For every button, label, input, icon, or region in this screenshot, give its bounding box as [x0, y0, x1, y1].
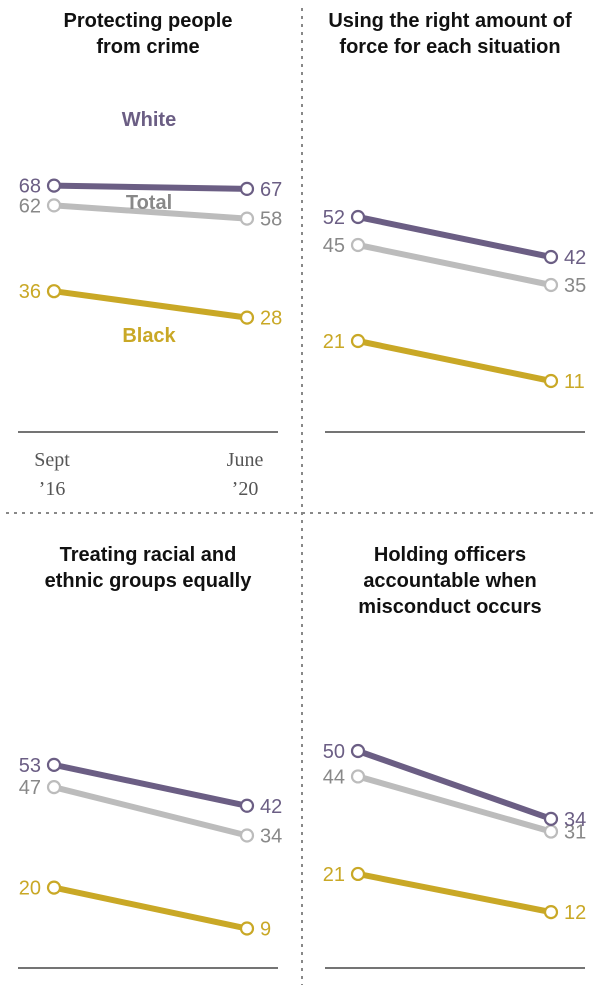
data-label-black: 12 [564, 902, 586, 924]
point-white [239, 798, 255, 813]
point-white [46, 757, 62, 772]
point-black [239, 921, 255, 936]
data-label-total: 35 [564, 275, 586, 297]
data-label-black: 36 [19, 281, 41, 303]
point-black [46, 880, 62, 895]
data-label-total: 45 [323, 235, 345, 257]
data-label-white: 50 [323, 741, 345, 763]
point-black [239, 310, 255, 325]
panel-2: Using the right amount of force for each … [323, 10, 586, 433]
data-label-total: 58 [260, 209, 282, 231]
series-line-total [53, 784, 248, 839]
point-total [239, 211, 255, 226]
point-white [350, 209, 366, 225]
data-label-total: 47 [19, 777, 41, 799]
data-label-white: 67 [260, 179, 282, 201]
data-label-black: 28 [260, 308, 282, 330]
series-line-black [53, 288, 248, 321]
point-black [543, 905, 559, 920]
data-label-white: 53 [19, 755, 41, 777]
series-line-white [357, 214, 552, 260]
series-line-black [357, 871, 552, 916]
series-label-white: White [122, 109, 176, 131]
series-line-white [53, 761, 248, 809]
point-total [350, 769, 366, 784]
data-label-white: 68 [19, 176, 41, 198]
data-label-black: 20 [19, 878, 41, 900]
series-line-total [53, 202, 248, 222]
data-label-total: 44 [323, 766, 345, 788]
point-total [350, 237, 366, 253]
point-white [543, 249, 559, 265]
series-line-black [357, 338, 552, 384]
point-white [239, 181, 255, 196]
series-line-total [357, 242, 552, 288]
panel-4: Holding officers accountable when miscondu… [323, 544, 586, 969]
x-tick-label: ’20 [232, 478, 259, 500]
point-black [350, 866, 366, 882]
data-label-white: 52 [323, 207, 345, 229]
panel-title-line: force for each situation [339, 36, 560, 58]
data-label-black: 21 [323, 864, 345, 886]
series-line-black [53, 884, 248, 932]
point-total [239, 828, 255, 843]
panel-3: Treating racial and ethnic groups equally… [18, 544, 282, 969]
panel-title-line: Using the right amount of [328, 10, 572, 32]
x-tick-label: ’16 [39, 478, 66, 500]
series-label-total: Total [126, 192, 172, 214]
point-total [46, 780, 62, 795]
series-line-white [357, 748, 552, 822]
panel-title-line: ethnic groups equally [45, 570, 253, 592]
panel-1: Protecting people from crime 36 28 62 58 68 67 B… [18, 10, 282, 500]
x-tick-label: June [227, 449, 264, 471]
point-white [350, 743, 366, 759]
point-total [46, 198, 62, 213]
panel-title-line: Holding officers [374, 544, 526, 566]
panel-title-line: accountable when [363, 570, 536, 592]
data-label-black: 11 [564, 371, 585, 393]
point-white [46, 178, 62, 193]
series-label-black: Black [122, 325, 176, 347]
data-label-black: 21 [323, 331, 345, 353]
data-label-white: 42 [564, 247, 586, 269]
data-label-total: 31 [564, 822, 586, 844]
point-black [350, 333, 366, 349]
series-line-total [357, 773, 552, 835]
point-total [543, 277, 559, 293]
series-line-white [53, 182, 248, 192]
panel-title-line: misconduct occurs [358, 596, 541, 618]
data-label-total: 34 [260, 826, 282, 848]
panel-title-line: Treating racial and [60, 544, 237, 566]
data-label-black: 9 [260, 919, 271, 941]
data-label-white: 34 [564, 809, 586, 831]
panel-title-line: from crime [96, 36, 199, 58]
point-white [543, 811, 559, 826]
x-tick-label: Sept [34, 449, 70, 471]
point-black [46, 284, 62, 299]
data-label-total: 62 [19, 195, 41, 217]
point-black [543, 373, 559, 389]
point-total [543, 824, 559, 839]
panel-title-line: Protecting people [64, 10, 233, 32]
data-label-white: 42 [260, 796, 282, 818]
